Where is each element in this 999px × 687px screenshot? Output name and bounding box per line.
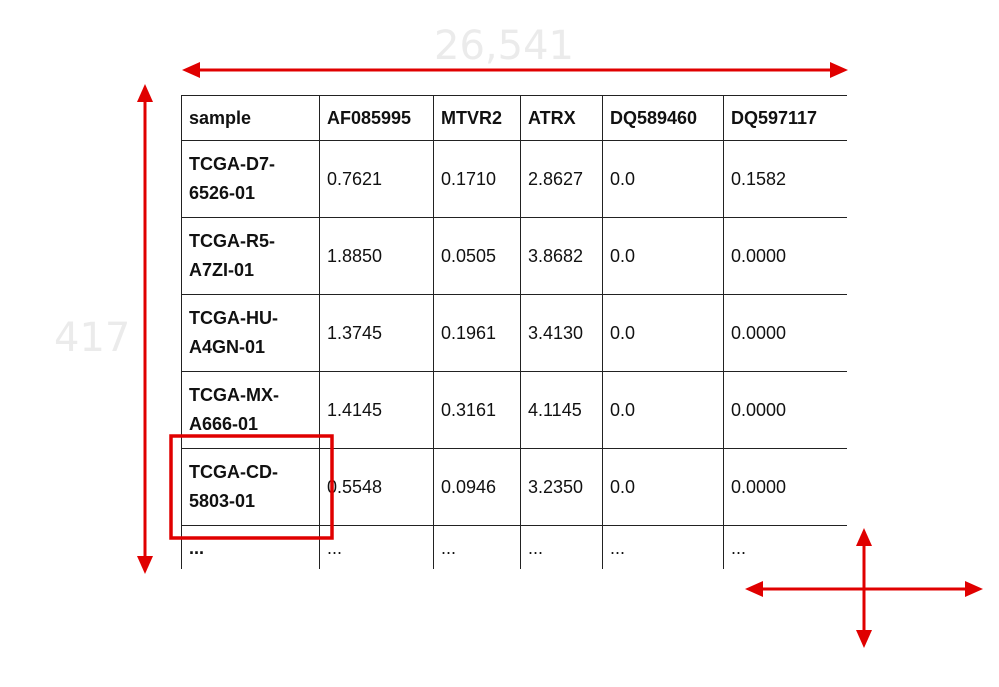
- data-matrix: sample AF085995 MTVR2 ATRX DQ589460 DQ59…: [181, 95, 847, 569]
- sample-id: TCGA-HU-A4GN-01: [181, 294, 320, 372]
- cell-value: 0.0000: [723, 217, 847, 295]
- cell-value: 0.1961: [433, 294, 521, 372]
- ellipsis-cell: ...: [319, 525, 434, 569]
- sample-id: TCGA-D7-6526-01: [181, 140, 320, 218]
- table-row: TCGA-CD-5803-01 0.5548 0.0946 3.2350 0.0…: [181, 448, 847, 526]
- expression-table: sample AF085995 MTVR2 ATRX DQ589460 DQ59…: [181, 95, 847, 569]
- cell-value: 0.3161: [433, 371, 521, 449]
- cell-value: 0.1582: [723, 140, 847, 218]
- cell-value: 0.1710: [433, 140, 521, 218]
- highlight-box: [169, 434, 334, 540]
- header-mtvr2: MTVR2: [433, 95, 521, 141]
- table-row-ellipsis: ... ... ... ... ... ...: [181, 525, 847, 569]
- header-row: sample AF085995 MTVR2 ATRX DQ589460 DQ59…: [181, 95, 847, 141]
- table-row: TCGA-MX-A666-01 1.4145 0.3161 4.1145 0.0…: [181, 371, 847, 449]
- cell-value: 0.0: [602, 217, 724, 295]
- cell-value: 3.8682: [520, 217, 603, 295]
- cell-value: 0.0000: [723, 448, 847, 526]
- cell-value: 0.0: [602, 448, 724, 526]
- header-dq597117: DQ597117: [723, 95, 847, 141]
- cell-value: 3.4130: [520, 294, 603, 372]
- cell-value: 1.4145: [319, 371, 434, 449]
- width-dimension-label: 26,541: [434, 23, 574, 69]
- table-row: TCGA-R5-A7ZI-01 1.8850 0.0505 3.8682 0.0…: [181, 217, 847, 295]
- sample-id: TCGA-R5-A7ZI-01: [181, 217, 320, 295]
- header-sample: sample: [181, 95, 320, 141]
- cell-value: 0.7621: [319, 140, 434, 218]
- height-arrow-icon: [137, 84, 153, 574]
- ellipsis-cell: ...: [602, 525, 724, 569]
- width-arrow-icon: [182, 62, 848, 78]
- height-dimension-label: 417: [54, 315, 131, 361]
- cell-value: 0.0505: [433, 217, 521, 295]
- ellipsis-cell: ...: [433, 525, 521, 569]
- sample-id: TCGA-CD-5803-01: [181, 448, 320, 526]
- ellipsis-cell: ...: [181, 525, 320, 569]
- cell-value: 1.3745: [319, 294, 434, 372]
- move-cross-icon: [745, 528, 983, 648]
- cell-value: 3.2350: [520, 448, 603, 526]
- ellipsis-cell: ...: [723, 525, 847, 569]
- cell-value: 0.0: [602, 294, 724, 372]
- table-row: TCGA-D7-6526-01 0.7621 0.1710 2.8627 0.0…: [181, 140, 847, 218]
- cell-value: 2.8627: [520, 140, 603, 218]
